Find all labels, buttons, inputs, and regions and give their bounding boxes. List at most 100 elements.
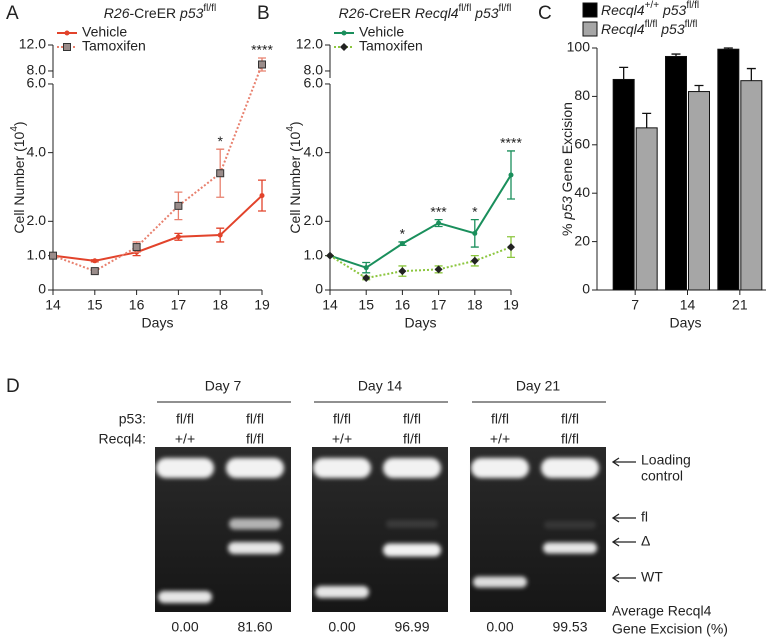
data-point [217,232,223,238]
x-tick-label: 14 [680,297,696,313]
text-segment: p53 [659,2,686,18]
legend-label: Vehicle [359,24,404,40]
data-point [258,60,266,69]
p53-genotype: fl/fl [491,411,509,427]
excision-value: 81.60 [237,619,272,635]
excision-value: 0.00 [328,619,355,635]
text-segment: -CreER [129,5,180,21]
panel-letter: A [6,3,19,24]
gel-band [228,542,282,554]
excision-value: 99.53 [552,619,587,635]
x-tick-label: 14 [45,297,61,313]
text-segment: % [559,220,575,236]
text-segment: fl/fl [459,3,472,14]
text-segment: R26 [104,5,130,21]
bar [635,127,658,291]
arrow [611,457,636,467]
excision-value: 0.00 [486,619,513,635]
bar [665,55,687,291]
bar [688,91,710,291]
x-tick-label: 19 [503,297,519,313]
significance-label: * [400,226,406,242]
x-tick-label: 18 [467,297,483,313]
data-point [399,241,405,247]
y-tick-label: 40 [574,184,590,200]
day-label: Day 21 [516,378,561,394]
data-point [363,265,369,271]
text-segment: fl/fl [645,19,658,30]
y-axis-label: Cell Number (104) [285,121,303,233]
p53-genotype: fl/fl [246,411,264,427]
data-point [90,267,99,276]
text-segment: p53 [471,5,498,21]
series-line [52,194,263,262]
gel-band [226,458,284,478]
gel-band [158,591,212,603]
y-tick-label: 12.0 [296,36,323,52]
data-point [259,193,265,199]
row-label: Recql4: [99,431,146,447]
error-bar [694,84,704,92]
chart-title: R26-CreER p53fl/fl [104,3,216,21]
data-point [472,230,478,236]
y-tick-label: 1.0 [304,246,324,262]
recql4-genotype: fl/fl [561,431,579,447]
data-point [175,234,181,240]
legend-marker [340,43,348,51]
band-label: fl [641,509,648,525]
text-segment: Recql4 [415,5,459,21]
arrow [611,573,636,583]
day-label: Day 14 [358,378,403,394]
gel-band [229,518,281,530]
x-axis-label: Days [670,315,702,331]
text-segment: Recql4 [601,21,645,37]
gel-band [541,458,599,478]
legend-label: Tamoxifen [82,38,146,54]
data-point [434,265,443,274]
y-tick-label: 2.0 [304,212,324,228]
x-tick-label: 7 [631,297,639,313]
gel-band [544,521,596,529]
text-segment: fl/fl [685,19,698,30]
gel-band [383,458,441,478]
day-label: Day 7 [205,378,242,394]
significance-label: *** [430,203,447,219]
legend-marker [64,30,70,36]
band-label: WT [641,569,663,585]
y-tick-label: 60 [574,136,590,152]
y-tick-label: 6.0 [304,75,324,91]
series-line [329,246,512,280]
y-tick-label: 8.0 [27,62,47,78]
text-segment: -CreER [364,5,415,21]
x-axis-label: Days [405,315,437,331]
gel-band [313,458,371,478]
data-point [508,172,514,178]
text-segment: fl/fl [203,3,216,14]
data-point [436,220,442,226]
bar [717,48,740,291]
gel-band [473,576,527,588]
x-tick-label: 17 [171,297,187,313]
band-label: control [641,468,683,484]
x-tick-label: 14 [322,297,338,313]
gel-band [383,543,441,557]
text-segment: Cell Number (10 [287,131,303,233]
recql4-genotype: +/+ [175,431,195,447]
text-segment: 4 [9,126,20,132]
panel-letter: D [6,376,20,397]
text-segment: +/+ [645,0,660,11]
data-point [470,256,479,265]
y-tick-label: 20 [574,232,590,248]
significance-label: **** [500,135,522,151]
recql4-genotype: fl/fl [403,431,421,447]
text-segment: p53 [559,196,575,221]
text-segment: Gene Excision [559,102,575,196]
y-axis-label: % p53 Gene Excision [559,102,575,236]
data-point [507,243,515,252]
legend-swatch [582,2,598,18]
recql4-genotype: +/+ [332,431,352,447]
data-point [174,201,183,210]
legend-label: Recql4+/+ p53fl/fl [601,0,699,18]
x-tick-label: 19 [254,297,270,313]
error-bar [619,66,629,80]
